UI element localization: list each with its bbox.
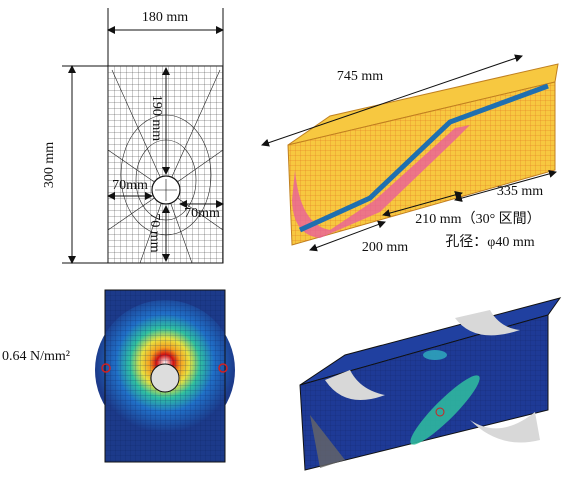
right-segment-label: 335 mm: [497, 184, 543, 199]
stress-beam: [300, 298, 560, 470]
left-segment-label: 200 mm: [362, 240, 408, 255]
lower-label: 70 mm: [147, 213, 162, 252]
figure: 180 mm 300 mm 190 mm 70mm 70mm 70 mm 745…: [0, 0, 570, 486]
length-label: 745 mm: [337, 69, 383, 84]
width-label: 180 mm: [142, 10, 188, 25]
stress-section: [95, 290, 235, 462]
right-label: 70mm: [184, 206, 220, 221]
inclined-segment-label: 210 mm（30° 区間）: [415, 211, 540, 227]
upper-label: 190 mm: [149, 95, 164, 141]
left-label: 70mm: [112, 178, 148, 193]
height-label: 300 mm: [42, 142, 57, 188]
stress-label: 0.64 N/mm²: [2, 349, 70, 364]
hole-label: 孔径：φ40 mm: [445, 234, 534, 250]
